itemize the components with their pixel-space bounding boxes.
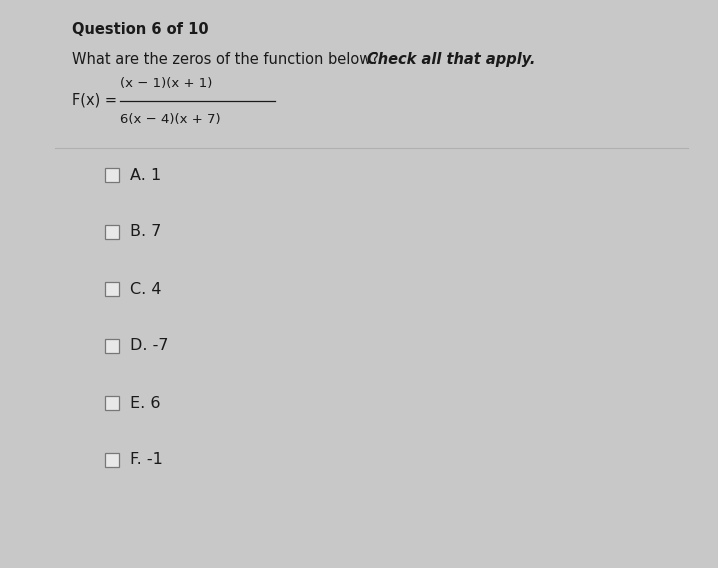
- FancyBboxPatch shape: [105, 339, 119, 353]
- Text: Question 6 of 10: Question 6 of 10: [72, 22, 209, 37]
- Text: Check all that apply.: Check all that apply.: [367, 52, 536, 67]
- Text: E. 6: E. 6: [130, 395, 161, 411]
- Text: D. -7: D. -7: [130, 339, 169, 353]
- FancyBboxPatch shape: [105, 282, 119, 296]
- Text: C. 4: C. 4: [130, 282, 162, 296]
- Text: F. -1: F. -1: [130, 453, 163, 467]
- Text: A. 1: A. 1: [130, 168, 162, 182]
- Text: 6(x − 4)(x + 7): 6(x − 4)(x + 7): [120, 113, 220, 126]
- Text: B. 7: B. 7: [130, 224, 162, 240]
- Text: (x − 1)(x + 1): (x − 1)(x + 1): [120, 77, 213, 90]
- FancyBboxPatch shape: [105, 225, 119, 239]
- FancyBboxPatch shape: [105, 453, 119, 467]
- Text: F(x) =: F(x) =: [72, 93, 121, 107]
- FancyBboxPatch shape: [105, 168, 119, 182]
- Text: What are the zeros of the function below?: What are the zeros of the function below…: [72, 52, 383, 67]
- FancyBboxPatch shape: [105, 396, 119, 410]
